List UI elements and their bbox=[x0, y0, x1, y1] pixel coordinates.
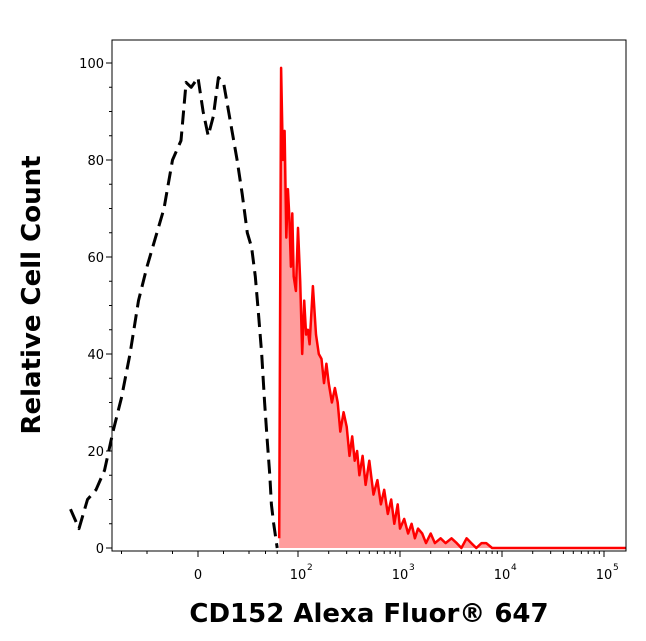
y-tick-label: 0 bbox=[96, 542, 104, 557]
series-line-1 bbox=[277, 66, 626, 550]
x-tick-label: 10 bbox=[596, 568, 613, 583]
x-tick-label: 10 bbox=[290, 568, 307, 583]
y-tick-label: 100 bbox=[79, 57, 104, 72]
x-tick-exponent: 2 bbox=[307, 563, 313, 573]
series-layer bbox=[69, 66, 626, 550]
series-line-0 bbox=[69, 76, 279, 549]
y-tick-label: 40 bbox=[87, 348, 104, 363]
x-axis-title: CD152 Alexa Fluor® 647 bbox=[189, 599, 548, 629]
x-tick-exponent: 3 bbox=[409, 563, 415, 573]
y-tick-label: 80 bbox=[87, 154, 104, 169]
x-tick-label: 0 bbox=[194, 568, 202, 583]
y-tick-label: 60 bbox=[87, 251, 104, 266]
y-tick-label: 20 bbox=[87, 445, 104, 460]
y-axis-title: Relative Cell Count bbox=[17, 155, 47, 434]
series-fill-1 bbox=[279, 67, 626, 549]
x-tick-label: 10 bbox=[494, 568, 511, 583]
x-tick-exponent: 4 bbox=[511, 563, 517, 573]
x-tick-exponent: 5 bbox=[613, 563, 619, 573]
x-tick-label: 10 bbox=[392, 568, 409, 583]
